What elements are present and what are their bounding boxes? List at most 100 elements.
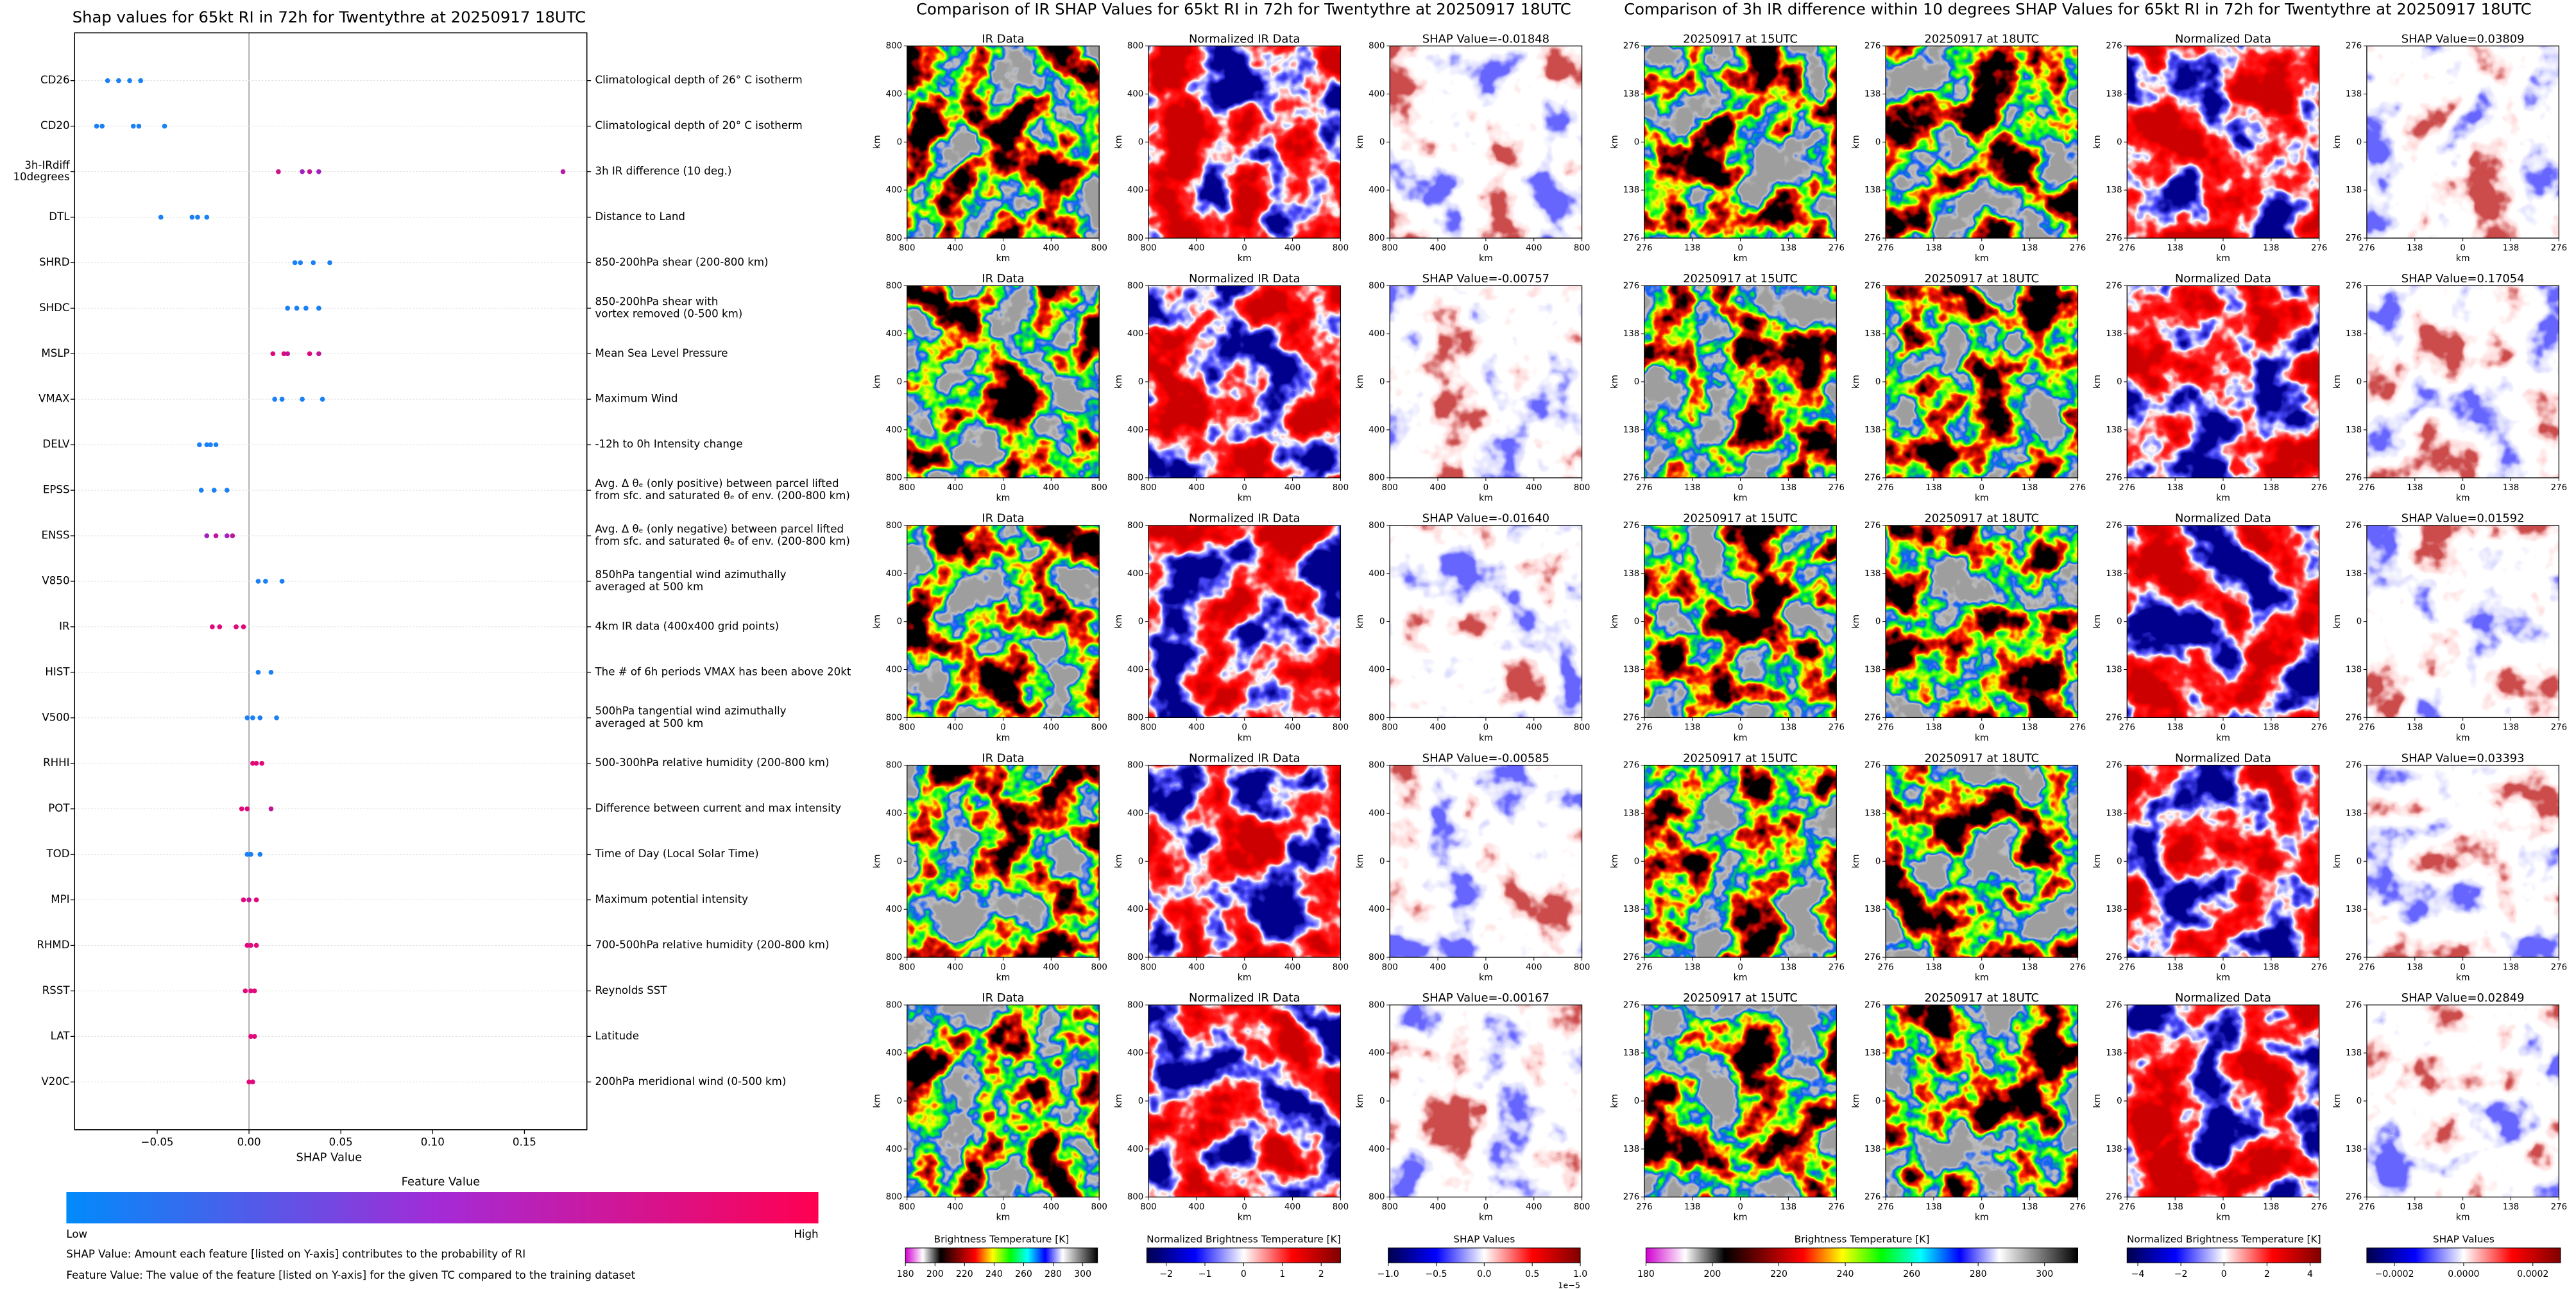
- x-tick-label: 138: [2022, 483, 2038, 493]
- y-tick-label: 800: [1127, 1193, 1143, 1202]
- y-tick-label: 138: [1864, 905, 1881, 914]
- x-tick-label: 276: [2070, 243, 2086, 253]
- panel-title: SHAP Value=-0.01848: [1422, 32, 1549, 46]
- panel-title: 20250917 at 15UTC: [1683, 512, 1798, 525]
- panel-title: 20250917 at 18UTC: [1924, 991, 2039, 1005]
- feature-description: 850hPa tangential wind azimuthally: [595, 568, 787, 581]
- y-tick-label: 138: [2346, 1145, 2362, 1154]
- shap-point: [248, 851, 253, 857]
- x-tick-label: 138: [2022, 723, 2038, 733]
- panel-image: [1148, 525, 1341, 718]
- panel-image: [1886, 286, 2078, 478]
- y-tick-label: 138: [2346, 808, 2362, 818]
- colorbar-tick-label: 240: [1837, 1269, 1854, 1279]
- x-tick-label: 138: [2263, 243, 2279, 253]
- shap-point: [210, 624, 215, 629]
- x-tick-label: 800: [1381, 1202, 1397, 1212]
- shap-point: [257, 851, 263, 857]
- panel-image: [2127, 1005, 2319, 1197]
- x-axis-label: km: [2456, 253, 2470, 264]
- y-tick-label: 276: [1864, 234, 1881, 243]
- x-tick-label: 138: [2503, 962, 2519, 972]
- x-tick-label: 800: [899, 723, 915, 733]
- x-tick-label: 276: [2358, 723, 2375, 733]
- x-tick-label: 276: [1636, 243, 1652, 253]
- y-tick-label: 0: [1138, 857, 1143, 866]
- y-axis-label: km: [1610, 854, 1620, 868]
- colorbar: [2126, 1247, 2321, 1263]
- y-tick-label: 276: [2106, 1000, 2122, 1010]
- y-tick-label: 0: [897, 137, 902, 147]
- y-tick-label: 276: [2346, 1000, 2362, 1010]
- y-tick-label: 138: [1623, 1145, 1639, 1154]
- x-axis-label: km: [1975, 1213, 1989, 1223]
- y-tick-label: 800: [886, 281, 902, 291]
- x-axis-label: km: [2216, 733, 2230, 743]
- x-tick-label: 400: [1429, 1202, 1446, 1212]
- y-tick-label: RHHI: [43, 756, 69, 769]
- panel-title: Normalized IR Data: [1189, 512, 1300, 525]
- y-axis-label: km: [1114, 375, 1124, 389]
- x-tick-label: 0: [1483, 962, 1488, 972]
- shap-point: [213, 533, 219, 538]
- x-tick-label: 0: [1737, 1202, 1743, 1212]
- feature-description: 500-300hPa relative humidity (200-800 km…: [595, 756, 830, 769]
- panel-image: [2366, 525, 2559, 718]
- y-tick-label: 400: [886, 808, 902, 818]
- y-tick-label: 276: [1623, 1000, 1639, 1010]
- y-tick-label: 400: [1127, 1048, 1143, 1058]
- shap-point: [281, 351, 287, 357]
- shap-point: [99, 123, 105, 129]
- x-tick-label: 276: [2551, 1202, 2567, 1212]
- shap-point: [263, 579, 268, 584]
- x-tick-label: 138: [2407, 962, 2423, 972]
- x-axis-label: km: [1734, 1213, 1748, 1223]
- y-tick-label: 400: [886, 90, 902, 99]
- y-tick-label: VMAX: [38, 393, 69, 405]
- x-tick-label: −0.05: [141, 1136, 174, 1148]
- panel-title: IR Data: [982, 512, 1024, 525]
- x-tick-label: 276: [2551, 723, 2567, 733]
- y-tick-label: 800: [1369, 521, 1385, 531]
- feature-description: vortex removed (0-500 km): [595, 307, 743, 320]
- y-tick-label: 138: [1864, 425, 1881, 435]
- x-tick-label: 0: [2460, 243, 2465, 253]
- shap-point: [316, 351, 321, 357]
- colorbar-tick-label: 0: [2221, 1269, 2227, 1279]
- shap-point: [250, 760, 255, 766]
- panel-title: Normalized IR Data: [1189, 272, 1300, 286]
- x-tick-label: 0: [1241, 962, 1247, 972]
- panel-image: [1390, 765, 1582, 958]
- x-tick-label: 276: [1877, 723, 1893, 733]
- y-tick-label: 276: [2106, 234, 2122, 243]
- y-tick-label: 800: [1127, 1000, 1143, 1010]
- shap-point: [244, 943, 250, 948]
- y-tick-label: 138: [1623, 185, 1639, 195]
- shap-point: [246, 1079, 252, 1085]
- shap-point: [208, 442, 213, 447]
- x-tick-label: 138: [1684, 962, 1700, 972]
- panel-image: [1148, 1005, 1341, 1197]
- feature-description: 200hPa meridional wind (0-500 km): [595, 1075, 787, 1088]
- x-tick-label: 400: [1043, 962, 1059, 972]
- x-axis-label: km: [1975, 973, 1989, 983]
- x-tick-label: 276: [2070, 723, 2086, 733]
- shap-point: [244, 806, 250, 812]
- colorbar-tick-label: −2: [2174, 1269, 2188, 1279]
- x-tick-label: 276: [2119, 243, 2135, 253]
- y-tick-label: 0: [1634, 377, 1639, 387]
- x-tick-label: 276: [2551, 483, 2567, 493]
- y-axis-label: km: [1610, 375, 1620, 389]
- y-tick-label: 0: [1379, 857, 1385, 866]
- y-tick-label: 138: [2106, 425, 2122, 435]
- x-tick-label: 0: [1241, 243, 1247, 253]
- y-tick-label: 400: [886, 1145, 902, 1154]
- x-axis-label: km: [1479, 253, 1493, 264]
- y-tick-label: 400: [886, 425, 902, 435]
- x-tick-label: 800: [899, 483, 915, 493]
- colorbar-tick-label: −1.0: [1378, 1269, 1399, 1279]
- x-axis-label: SHAP Value: [296, 1150, 363, 1164]
- x-tick-label: 800: [899, 962, 915, 972]
- y-tick-label: 0: [1379, 137, 1385, 147]
